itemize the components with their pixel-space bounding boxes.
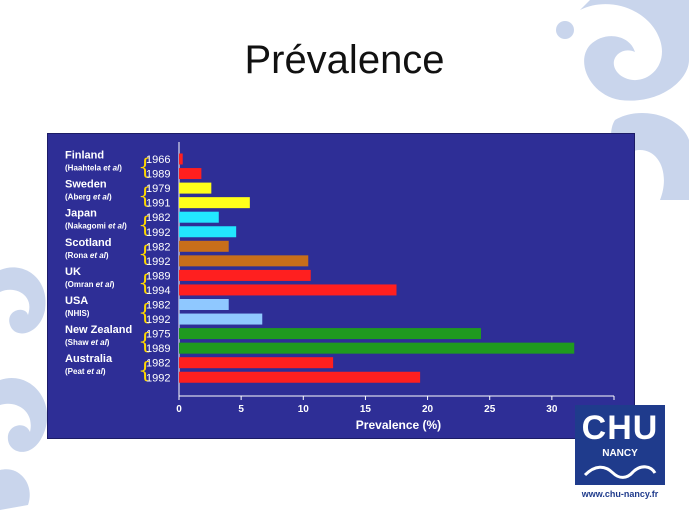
- bar: [179, 328, 482, 340]
- x-tick-label: 10: [298, 404, 310, 415]
- country-label: Sweden: [65, 179, 107, 191]
- year-label: 1966: [146, 154, 170, 166]
- chu-nancy-logo: CHU NANCY www.chu-nancy.fr: [572, 405, 668, 505]
- reference-suffix: ): [124, 222, 127, 231]
- reference-author: (Shaw: [65, 338, 91, 347]
- logo-city-text: NANCY: [602, 448, 638, 459]
- year-label: 1992: [146, 227, 170, 239]
- bar: [179, 269, 311, 281]
- reference-author: (Haahtela: [65, 164, 103, 173]
- brace-icon: {: [138, 301, 152, 326]
- year-label: 1991: [146, 198, 170, 210]
- reference-author: (NHIS): [65, 309, 90, 318]
- year-label: 1982: [146, 300, 170, 312]
- bar: [179, 255, 309, 267]
- bar: [179, 182, 212, 194]
- reference-author: (Aberg: [65, 193, 93, 202]
- reference-label: (Haahtela et al): [65, 164, 122, 173]
- year-label: 1982: [146, 241, 170, 253]
- reference-etal: et al: [93, 193, 110, 202]
- x-tick-label: 30: [546, 404, 558, 415]
- year-label: 1982: [146, 358, 170, 370]
- x-tick-label: 25: [484, 404, 496, 415]
- slide-title: Prévalence: [244, 38, 445, 82]
- logo-url: www.chu-nancy.fr: [581, 489, 659, 499]
- country-label: Australia: [65, 353, 113, 365]
- logo-ornament-icon: [583, 465, 657, 479]
- country-label: USA: [65, 295, 88, 307]
- x-axis-label: Prevalence (%): [356, 418, 441, 432]
- reference-suffix: ): [107, 338, 110, 347]
- reference-author: (Omran: [65, 280, 96, 289]
- brace-icon: {: [138, 155, 152, 180]
- reference-author: (Rona: [65, 251, 90, 260]
- year-label: 1979: [146, 183, 170, 195]
- chart-panel: Finland (Haahtela et al) {1966 1989 Sweden (A…: [47, 133, 635, 439]
- reference-etal: et al: [108, 222, 125, 231]
- country-label: New Zealand: [65, 324, 132, 336]
- year-label: 1989: [146, 270, 170, 282]
- reference-label: (Rona et al): [65, 251, 109, 260]
- bar: [179, 313, 263, 325]
- country-label: Scotland: [65, 237, 111, 249]
- reference-label: (Omran et al): [65, 280, 115, 289]
- bar: [179, 299, 229, 310]
- reference-etal: et al: [87, 367, 104, 376]
- reference-etal: et al: [96, 280, 113, 289]
- brace-icon: {: [138, 359, 152, 384]
- reference-etal: et al: [103, 164, 120, 173]
- reference-suffix: ): [109, 193, 112, 202]
- logo-chu-text: CHU: [581, 409, 659, 447]
- year-label: 1989: [146, 169, 170, 181]
- year-label: 1994: [146, 285, 170, 297]
- bar: [179, 357, 334, 369]
- reference-suffix: ): [106, 251, 109, 260]
- reference-label: (Shaw et al): [65, 338, 110, 347]
- reference-label: (NHIS): [65, 309, 90, 318]
- bar: [179, 371, 421, 383]
- x-tick-label: 15: [360, 404, 372, 415]
- reference-author: (Nakagomi: [65, 222, 108, 231]
- x-tick-label: 20: [422, 404, 434, 415]
- year-label: 1989: [146, 343, 170, 355]
- bar-chart: Finland (Haahtela et al) {1966 1989 Sweden (A…: [65, 142, 620, 432]
- reference-author: (Peat: [65, 367, 87, 376]
- ornament-left: [0, 267, 48, 510]
- bar: [179, 153, 183, 165]
- reference-etal: et al: [91, 338, 108, 347]
- year-label: 1992: [146, 256, 170, 268]
- reference-label: (Nakagomi et al): [65, 222, 127, 231]
- reference-suffix: ): [119, 164, 122, 173]
- brace-icon: {: [138, 243, 152, 268]
- year-label: 1975: [146, 329, 170, 341]
- brace-icon: {: [138, 184, 152, 209]
- reference-suffix: ): [103, 367, 106, 376]
- bar: [179, 284, 397, 296]
- logo-box: CHU NANCY: [575, 405, 665, 485]
- country-label: Japan: [65, 208, 97, 220]
- country-label: Finland: [65, 150, 104, 162]
- bar: [179, 342, 575, 354]
- x-tick-label: 0: [176, 404, 182, 415]
- brace-icon: {: [138, 213, 152, 238]
- reference-etal: et al: [90, 251, 107, 260]
- x-tick-label: 5: [238, 404, 244, 415]
- year-label: 1992: [146, 314, 170, 326]
- bar: [179, 211, 219, 223]
- country-label: UK: [65, 266, 81, 278]
- year-label: 1992: [146, 372, 170, 384]
- reference-label: (Peat et al): [65, 367, 106, 376]
- brace-icon: {: [138, 330, 152, 355]
- bar: [179, 168, 202, 180]
- year-label: 1982: [146, 212, 170, 224]
- reference-suffix: ): [112, 280, 115, 289]
- bar: [179, 226, 237, 238]
- bar: [179, 240, 229, 252]
- brace-icon: {: [138, 272, 152, 297]
- bar: [179, 197, 250, 209]
- reference-label: (Aberg et al): [65, 193, 112, 202]
